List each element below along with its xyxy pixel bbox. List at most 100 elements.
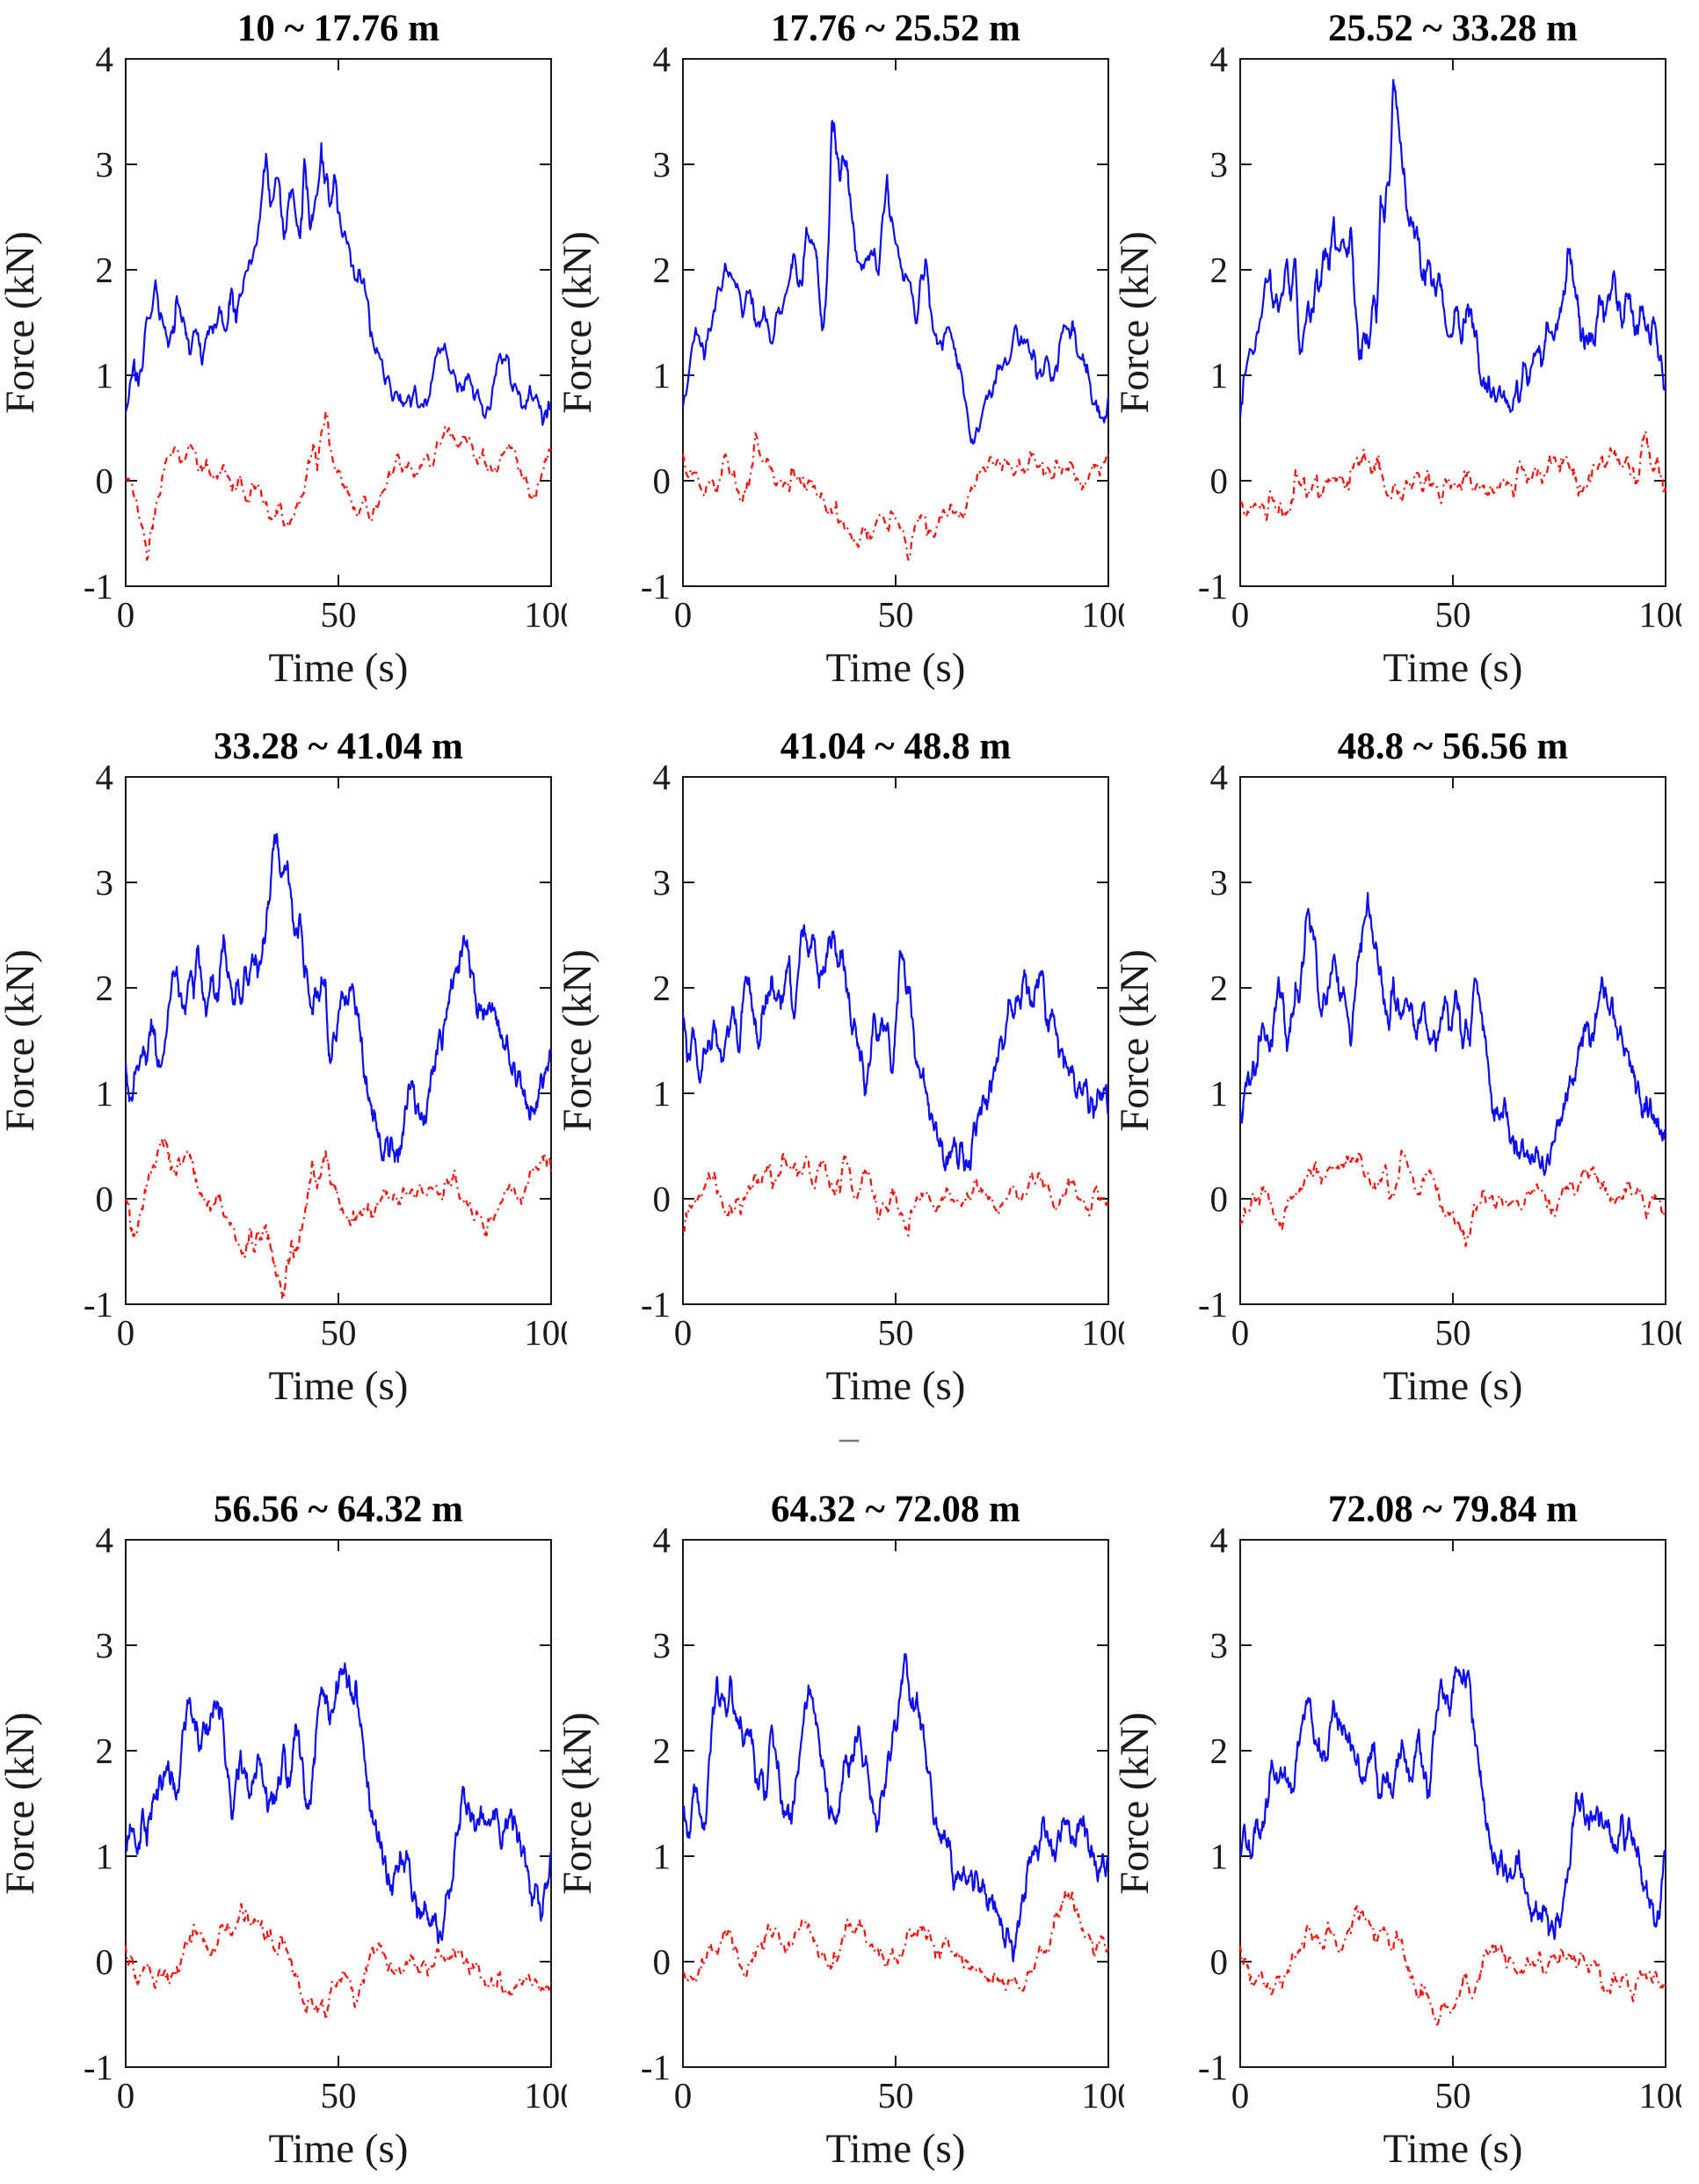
y-tick-label: 1 — [653, 1836, 672, 1876]
y-tick-label: 2 — [1210, 250, 1229, 290]
x-tick-label: 50 — [321, 1312, 357, 1353]
subplot-title: 33.28 ~ 41.04 m — [214, 726, 463, 767]
y-tick-label: 2 — [96, 968, 114, 1008]
x-axis-label: Time (s) — [1383, 645, 1523, 691]
red-series-path — [681, 432, 1110, 562]
y-axis-label: Force (kN) — [0, 231, 43, 414]
y-tick-label: 1 — [653, 1073, 672, 1114]
y-tick-label: -1 — [83, 1284, 113, 1324]
subplot-title: 10 ~ 17.76 m — [237, 8, 439, 49]
y-tick-label: 2 — [1210, 968, 1229, 1008]
y-tick-label: 0 — [653, 461, 672, 501]
x-tick-label: 50 — [878, 1312, 914, 1353]
red-series-path — [682, 1152, 1109, 1237]
x-tick-label: 50 — [1435, 1312, 1471, 1353]
y-tick-label: -1 — [641, 2047, 671, 2087]
y-tick-label: 0 — [653, 1941, 672, 1982]
x-tick-label: 0 — [674, 594, 693, 635]
subplot-title: 72.08 ~ 79.84 m — [1328, 1489, 1578, 1530]
x-tick-label: 100 — [1081, 594, 1124, 635]
y-tick-label: 4 — [653, 757, 672, 797]
y-axis-label: Force (kN) — [1115, 231, 1158, 414]
axes-box — [125, 776, 552, 1305]
blue-series-path — [1238, 78, 1667, 418]
x-tick-label: 50 — [878, 2075, 914, 2115]
y-tick-label: 0 — [1210, 461, 1229, 501]
x-tick-label: 0 — [1231, 2075, 1250, 2115]
subplot-title: 41.04 ~ 48.8 m — [781, 726, 1012, 767]
subplot-title: 48.8 ~ 56.56 m — [1338, 726, 1569, 767]
x-tick-label: 50 — [1435, 594, 1471, 635]
y-axis-label: Force (kN) — [0, 1712, 43, 1895]
red-series-path — [125, 410, 552, 562]
y-tick-label: 3 — [1210, 144, 1229, 185]
red-series-path — [1238, 1905, 1667, 2026]
y-tick-label: 3 — [653, 144, 672, 185]
red-series-path — [1239, 430, 1667, 521]
y-tick-label: 2 — [653, 250, 672, 290]
subplot-title: 17.76 ~ 25.52 m — [771, 8, 1020, 49]
y-tick-label: 3 — [96, 144, 114, 185]
x-axis-label: Time (s) — [826, 645, 966, 691]
axes-box — [682, 1539, 1109, 2068]
x-tick-label: 100 — [524, 1312, 567, 1353]
y-tick-label: 4 — [96, 39, 114, 79]
y-tick-label: 1 — [653, 355, 672, 395]
y-tick-label: 0 — [96, 1941, 114, 1982]
y-tick-label: 3 — [96, 862, 114, 903]
blue-series-path — [681, 1653, 1110, 1963]
stray-dash-artifact: – — [839, 1416, 859, 1459]
y-tick-label: 3 — [1210, 1625, 1229, 1665]
x-tick-label: 100 — [1638, 2075, 1681, 2115]
x-tick-label: 0 — [1231, 594, 1250, 635]
x-tick-label: 100 — [524, 2075, 567, 2115]
y-tick-label: 2 — [653, 1731, 672, 1771]
blue-series-path — [125, 1662, 553, 1944]
blue-series-path — [681, 120, 1110, 445]
y-axis-label: Force (kN) — [1115, 1712, 1158, 1895]
y-tick-label: 3 — [653, 1625, 672, 1665]
y-tick-label: 3 — [96, 1625, 114, 1665]
subplot-title: 25.52 ~ 33.28 m — [1328, 8, 1578, 49]
x-tick-label: 0 — [674, 2075, 693, 2115]
y-tick-label: 2 — [653, 968, 672, 1008]
y-tick-label: 2 — [1210, 1731, 1229, 1771]
axes-box — [1239, 776, 1666, 1305]
x-tick-label: 0 — [1231, 1312, 1250, 1353]
axes-box — [125, 1539, 552, 2068]
x-tick-label: 50 — [321, 2075, 357, 2115]
y-tick-label: 0 — [1210, 1941, 1229, 1982]
y-tick-label: 3 — [1210, 862, 1229, 903]
y-tick-label: -1 — [1198, 2047, 1228, 2087]
x-tick-label: 0 — [674, 1312, 693, 1353]
blue-series-path — [1238, 891, 1666, 1177]
y-tick-label: 1 — [96, 1836, 114, 1876]
x-tick-label: 100 — [1638, 594, 1681, 635]
y-tick-label: -1 — [83, 2047, 113, 2087]
y-tick-label: 1 — [96, 1073, 114, 1114]
blue-series-path — [124, 832, 553, 1164]
y-tick-label: 1 — [1210, 1836, 1229, 1876]
y-tick-label: -1 — [641, 566, 671, 606]
y-tick-label: 4 — [653, 39, 672, 79]
subplot-title: 64.32 ~ 72.08 m — [771, 1489, 1020, 1530]
y-tick-label: -1 — [641, 1284, 671, 1324]
y-tick-label: 3 — [653, 862, 672, 903]
axes-box — [682, 58, 1109, 587]
y-tick-label: 0 — [96, 1179, 114, 1219]
blue-series-path — [681, 924, 1109, 1172]
x-axis-label: Time (s) — [1383, 2126, 1523, 2172]
y-axis-label: Force (kN) — [0, 949, 43, 1132]
y-axis-label: Force (kN) — [557, 1712, 600, 1895]
y-tick-label: 4 — [1210, 1520, 1229, 1560]
red-series-path — [1238, 1150, 1666, 1248]
blue-series-path — [1238, 1665, 1667, 1941]
y-tick-label: 4 — [1210, 39, 1229, 79]
y-axis-label: Force (kN) — [557, 949, 600, 1132]
axes-box — [125, 58, 552, 587]
x-axis-label: Time (s) — [1383, 1363, 1523, 1409]
subplot-title: 56.56 ~ 64.32 m — [214, 1489, 463, 1530]
